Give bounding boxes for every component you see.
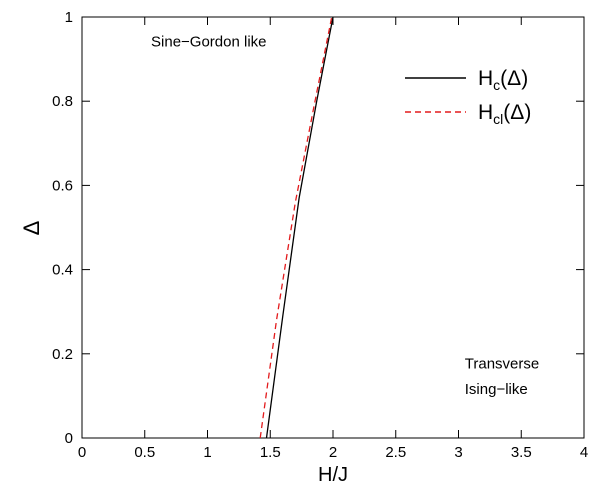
legend-label-arg: (Δ) bbox=[500, 67, 528, 90]
x-tick-label: 2.5 bbox=[385, 444, 406, 461]
x-tick-label: 2 bbox=[329, 444, 337, 461]
y-tick-label: 0 bbox=[65, 430, 73, 447]
y-tick-label: 0.6 bbox=[52, 177, 73, 194]
x-tick-label: 0.5 bbox=[134, 444, 155, 461]
x-tick-label: 3.5 bbox=[511, 444, 532, 461]
x-tick-label: 1 bbox=[203, 444, 211, 461]
legend-label-subscript: c bbox=[493, 77, 500, 93]
y-tick-label: 1 bbox=[65, 9, 73, 26]
y-axis-label: Δ bbox=[19, 220, 44, 235]
legend: Hc(Δ)Hcl(Δ) bbox=[405, 67, 531, 127]
legend-label-main: H bbox=[478, 101, 493, 124]
annotations-layer: Sine−Gordon like Transverse Ising−like bbox=[151, 33, 539, 397]
x-axis-ticks: 0 0.5 1 1.5 2 2.5 3 3.5 4 bbox=[78, 17, 588, 461]
series-layer bbox=[259, 17, 334, 438]
annotation-text: Transverse bbox=[465, 356, 539, 373]
y-tick-label: 0.8 bbox=[52, 93, 73, 110]
legend-label: Hcl(Δ) bbox=[478, 101, 531, 127]
y-axis-ticks: 0 0.2 0.4 0.6 0.8 1 bbox=[52, 9, 584, 447]
series-line-hc bbox=[265, 17, 334, 438]
legend-label: Hc(Δ) bbox=[478, 67, 528, 93]
x-tick-label: 4 bbox=[580, 444, 588, 461]
x-tick-label: 0 bbox=[78, 444, 86, 461]
legend-label-arg: (Δ) bbox=[503, 101, 531, 124]
annotation-text: Sine−Gordon like bbox=[151, 33, 267, 50]
x-tick-label: 1.5 bbox=[260, 444, 281, 461]
y-tick-label: 0.4 bbox=[52, 262, 73, 279]
x-axis-label: H/J bbox=[318, 464, 348, 486]
y-tick-label: 0.2 bbox=[52, 346, 73, 363]
annotation-text: Ising−like bbox=[465, 381, 528, 398]
legend-label-subscript: cl bbox=[493, 111, 503, 127]
x-tick-label: 3 bbox=[454, 444, 462, 461]
legend-label-main: H bbox=[478, 67, 493, 90]
